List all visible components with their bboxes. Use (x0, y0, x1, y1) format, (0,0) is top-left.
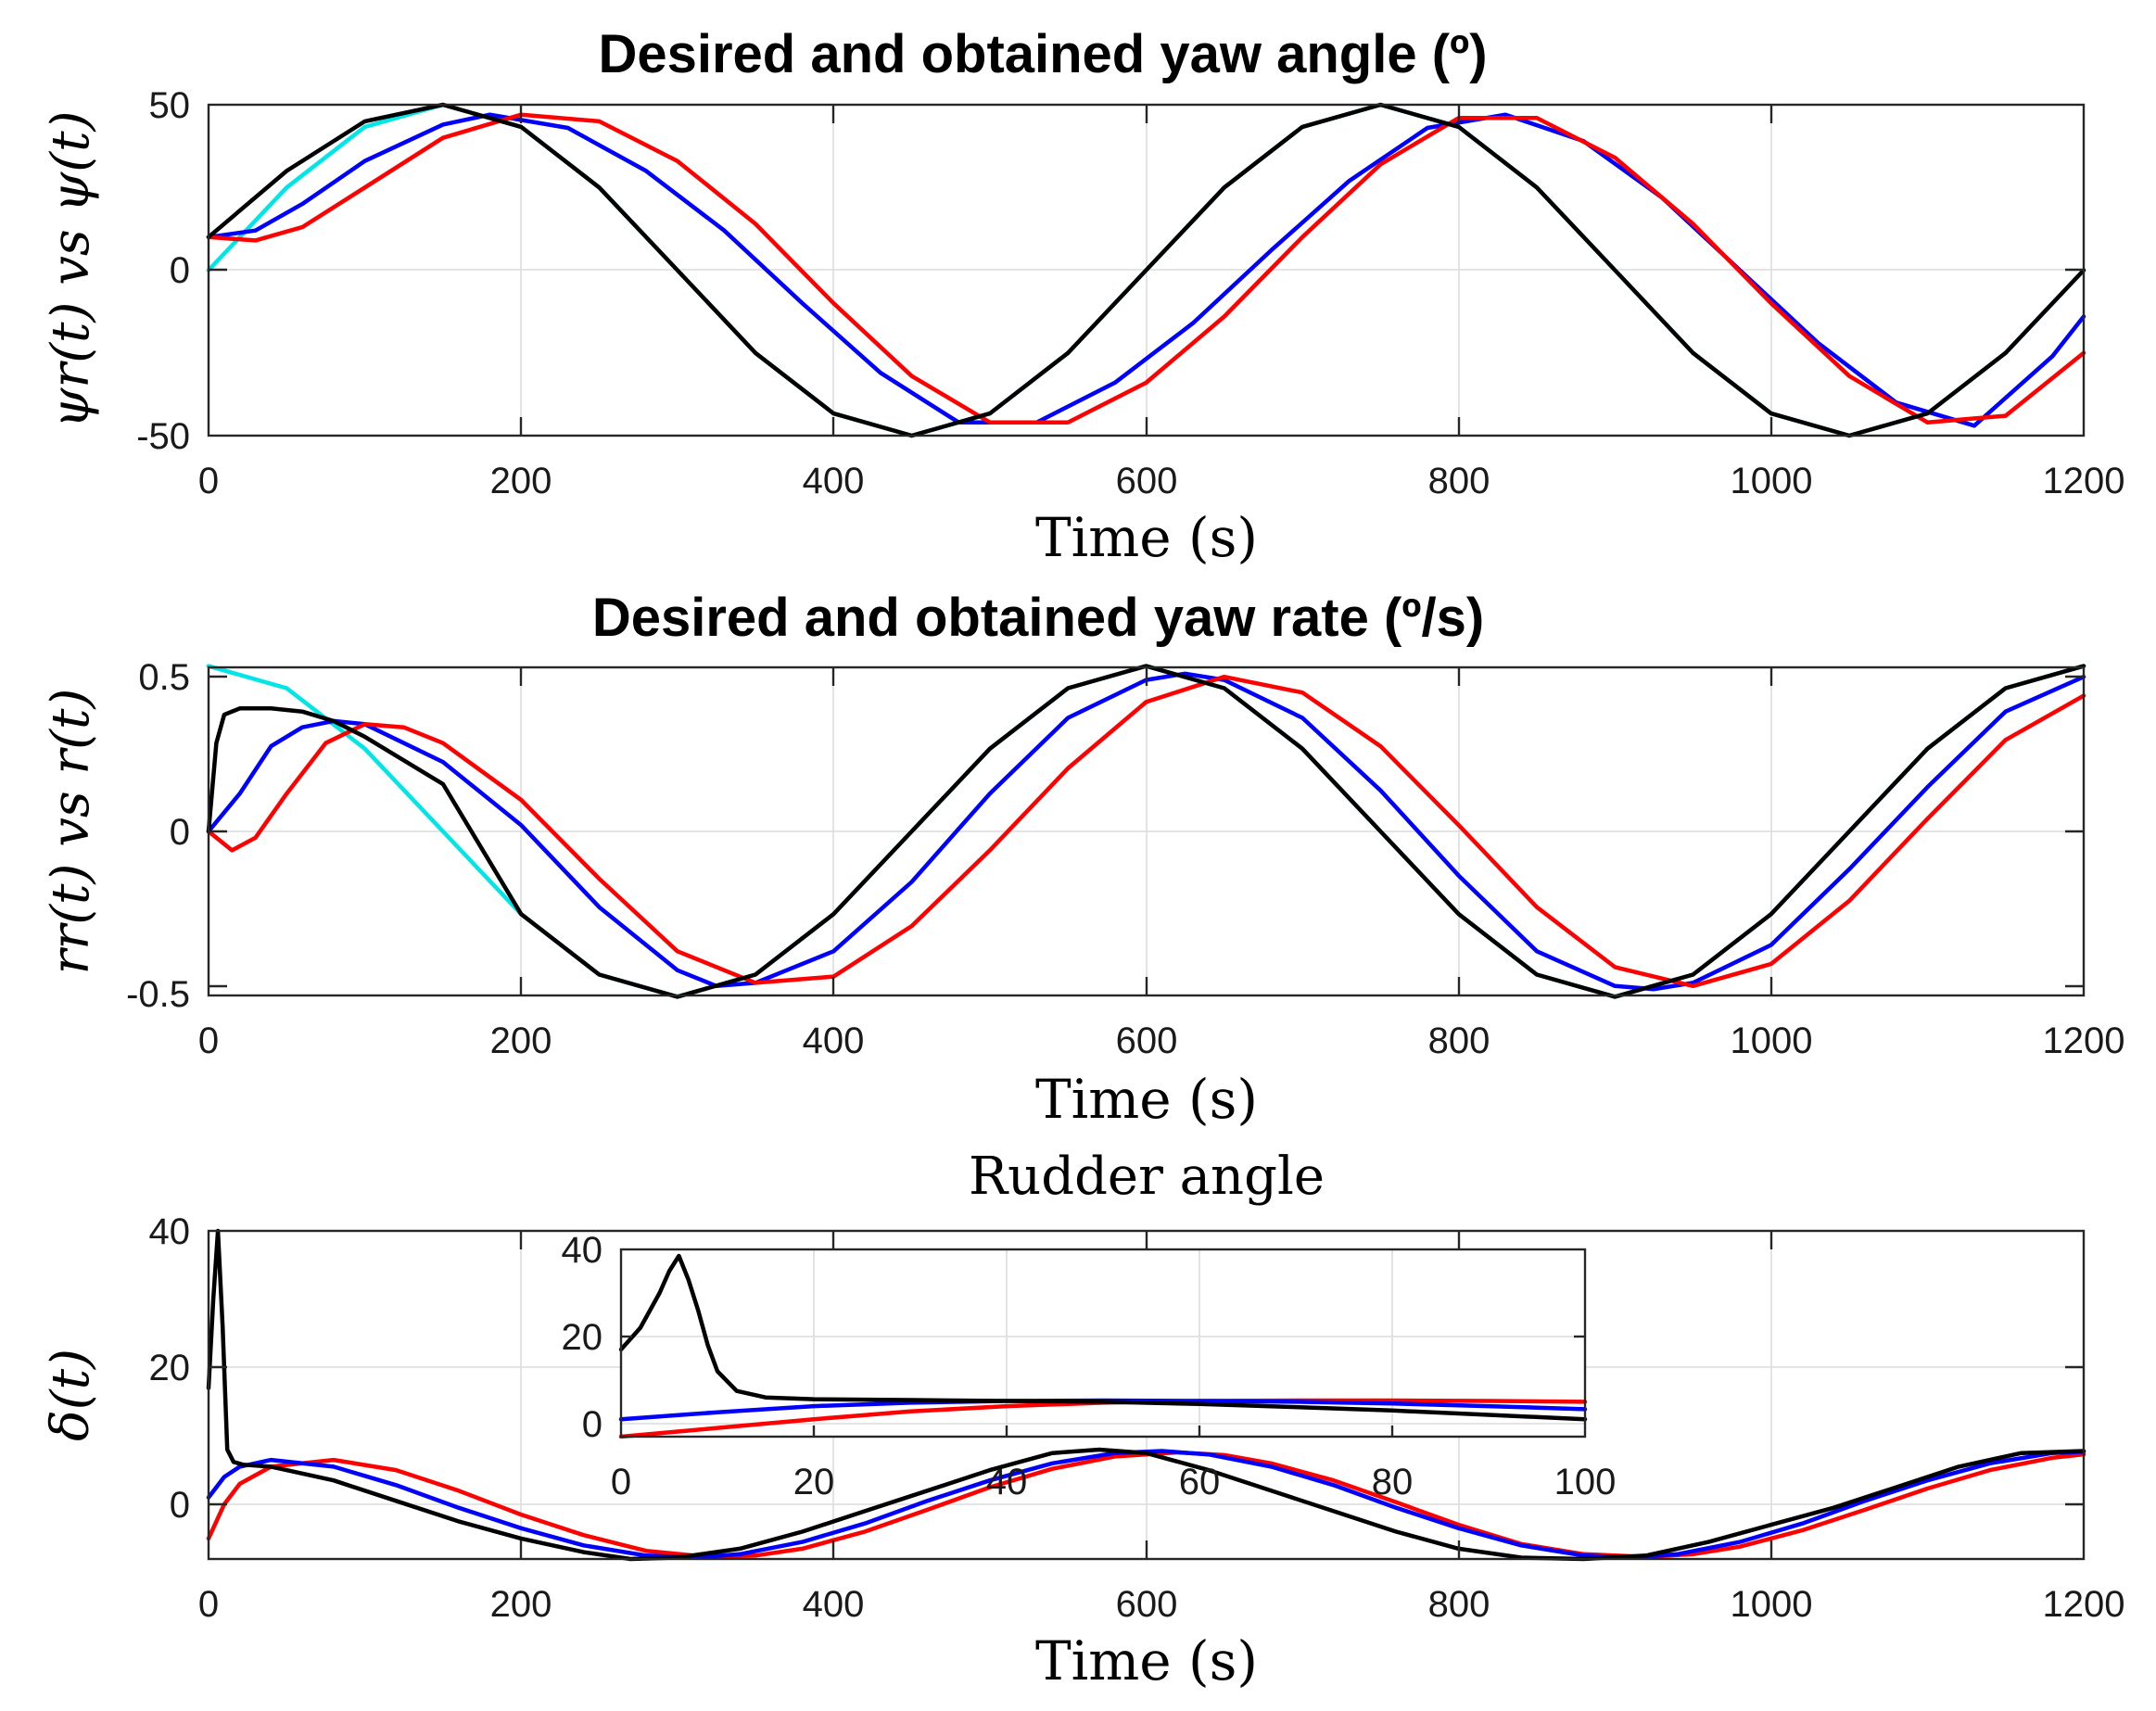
y-tick-label: 0.5 (138, 657, 190, 698)
x-tick-label: 600 (1116, 1020, 1178, 1061)
y-tick-labels: -0.5 0 0.5 (126, 657, 190, 1015)
panel-yaw-rate: Desired and obtained yaw rate (º/s) (41, 588, 2124, 1131)
series-blue (206, 1449, 2086, 1560)
panel-yaw-angle: Desired and obtained yaw angle (º) 0 (41, 24, 2124, 569)
x-tick-label: 200 (490, 461, 552, 501)
x-ticks (209, 105, 2084, 436)
x-tick-label: 0 (198, 1020, 219, 1061)
x-tick-labels: 0 200 400 600 800 1000 1200 (198, 1584, 2125, 1625)
x-tick-labels: 0 200 400 600 800 1000 1200 (198, 1020, 2125, 1061)
ticks (209, 1231, 2084, 1559)
y-tick-label: 0 (170, 812, 190, 853)
x-tick-label: 1200 (2043, 461, 2125, 501)
grid-lines (209, 667, 2084, 995)
inset-y-tick-label: 20 (562, 1317, 603, 1358)
y-tick-label: -0.5 (126, 974, 190, 1015)
x-tick-label: 800 (1428, 461, 1490, 501)
inset-x-tick-labels: 0 20 40 60 80 100 (611, 1462, 1617, 1502)
inset-x-tick-label: 100 (1554, 1462, 1617, 1502)
y-tick-label: 0 (170, 250, 190, 291)
x-tick-label: 200 (490, 1020, 552, 1061)
series-layer (206, 102, 2086, 438)
inset-x-tick-label: 60 (1179, 1462, 1221, 1502)
inset-x-tick-label: 40 (986, 1462, 1028, 1502)
series-black (206, 1228, 2086, 1562)
inset-y-tick-label: 0 (582, 1404, 602, 1445)
y-tick-labels: 0 20 40 (149, 1211, 191, 1526)
x-tick-label: 1000 (1731, 1020, 1813, 1061)
series-layer (206, 1228, 2086, 1562)
series-blue (206, 112, 2086, 428)
inset-y-tick-labels: 0 20 40 (562, 1230, 603, 1445)
x-tick-label: 1200 (2043, 1584, 2125, 1625)
y-tick-label: 40 (149, 1211, 191, 1252)
x-tick-label: 800 (1428, 1584, 1490, 1625)
x-tick-label: 400 (803, 461, 865, 501)
x-tick-label: 800 (1428, 1020, 1490, 1061)
x-tick-label: 0 (198, 461, 219, 501)
chart-title: Desired and obtained yaw rate (º/s) (592, 588, 1484, 648)
x-tick-label: 200 (490, 1584, 552, 1625)
inset-y-tick-label: 40 (562, 1230, 603, 1271)
y-axis-label: ψr(t) vs ψ(t) (41, 111, 101, 429)
inset-series-layer (618, 1253, 1588, 1439)
inset-x-tick-label: 80 (1372, 1462, 1414, 1502)
x-tick-label: 600 (1116, 1584, 1178, 1625)
x-tick-label: 1000 (1731, 1584, 1813, 1625)
y-tick-labels: -50 0 50 (136, 85, 190, 457)
inset-series-black (618, 1253, 1588, 1422)
inset-ticks (621, 1335, 1585, 1437)
y-tick-label: 20 (149, 1348, 191, 1388)
x-tick-label: 400 (803, 1020, 865, 1061)
y-tick-label: 0 (170, 1485, 190, 1526)
x-tick-label: 0 (198, 1584, 219, 1625)
x-tick-label: 1000 (1731, 461, 1813, 501)
x-tick-labels: 0 200 400 600 800 1000 1200 (198, 461, 2125, 501)
inset-x-tick-label: 0 (611, 1462, 631, 1502)
x-axis-label: Time (s) (1035, 1068, 1258, 1131)
x-axis-label: Time (s) (1035, 1629, 1258, 1692)
series-layer (206, 664, 2086, 999)
chart-title: Rudder angle (969, 1147, 1325, 1207)
series-black (206, 102, 2086, 438)
x-axis-label: Time (s) (1035, 506, 1258, 569)
panel-rudder-angle: Rudder angle 0 200 400 (41, 1147, 2124, 1692)
inset-x-tick-label: 20 (793, 1462, 835, 1502)
y-tick-label: 50 (149, 85, 191, 126)
y-axis-label: δ(t) (41, 1349, 101, 1441)
inset-zoom: 0 20 40 60 80 100 0 20 40 (562, 1230, 1617, 1502)
y-tick-label: -50 (136, 416, 190, 457)
x-tick-label: 400 (803, 1584, 865, 1625)
ticks (209, 667, 2084, 995)
x-tick-label: 1200 (2043, 1020, 2125, 1061)
y-axis-label: rr(t) vs r(t) (41, 689, 101, 975)
x-tick-label: 600 (1116, 461, 1178, 501)
series-black (206, 664, 2086, 999)
series-red (206, 112, 2086, 425)
chart-title: Desired and obtained yaw angle (º) (598, 24, 1487, 84)
series-red (206, 1450, 2086, 1560)
inset-frame (619, 1248, 1587, 1439)
